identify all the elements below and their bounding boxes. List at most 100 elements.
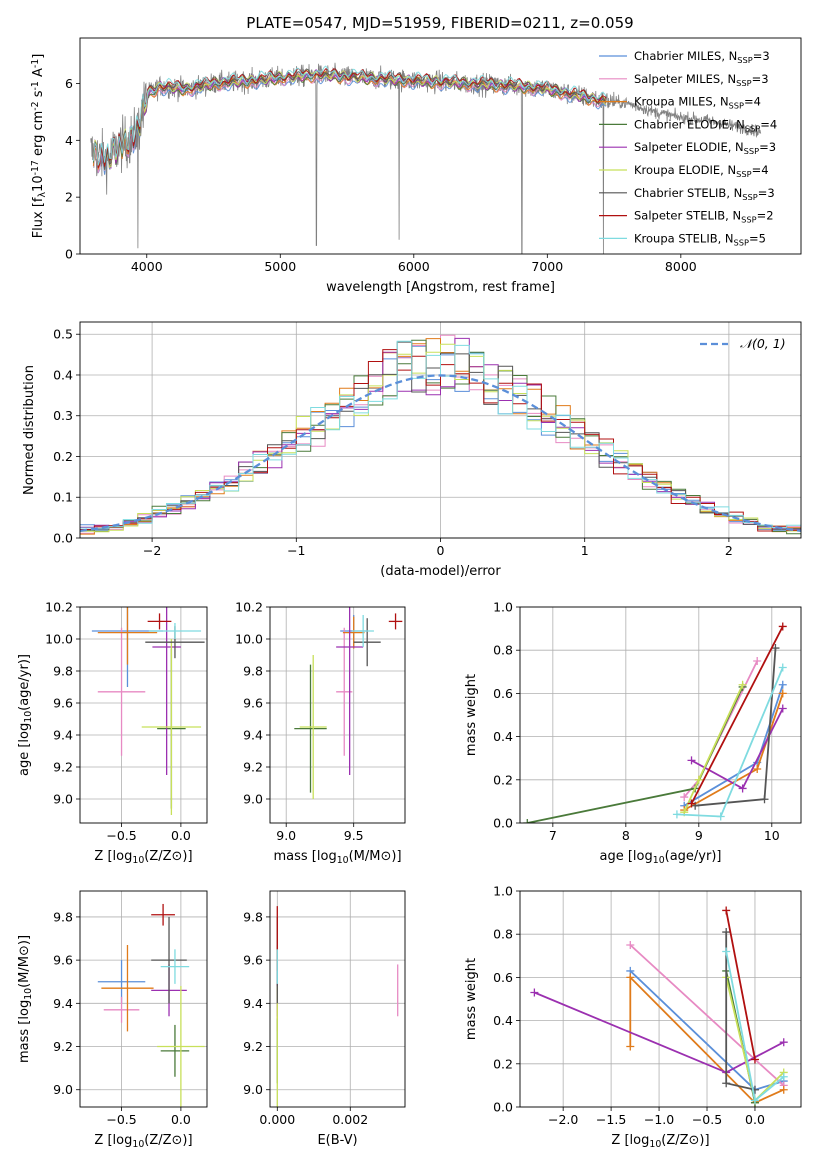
label-part: SSP [729,101,744,111]
series-marker [687,799,696,808]
series-marker [738,784,747,793]
label-part: 10 [132,1139,144,1150]
plot-area [90,62,762,254]
errorbar-salpeter-elodie [336,607,364,775]
y-tick-label: 0.0 [493,1100,513,1115]
x-tick-label: −0.5 [692,1112,722,1127]
errorbar-salpeter-stelib [388,613,403,630]
model-spectrum-salpeter-stelib [92,67,607,169]
series-marker [687,756,696,765]
errorbar-kroupa-miles [101,945,154,1032]
label-part: SSP [744,146,759,156]
plot-area [80,334,801,535]
y-tick-label: 0.8 [493,643,513,658]
legend-entry: Kroupa ELODIE, NSSP=4 [634,163,769,179]
plot-area [523,622,787,823]
y-tick-label: 0.4 [493,1013,513,1028]
y-tick-label: 9.0 [243,792,263,807]
label-part: =3 [753,49,770,63]
series-kroupa-stelib [672,663,787,821]
x-tick-label: −1.0 [644,1112,674,1127]
series-marker [722,928,731,937]
label-part: log [17,723,32,743]
y-tick-label: 9.4 [53,996,73,1011]
x-tick-label: 7 [549,828,557,843]
label-part: 10 [649,1139,661,1150]
series-marker [722,1079,731,1088]
label-part: log [113,849,133,864]
y-tick-label: 9.0 [53,792,73,807]
y-tick-label: 9.4 [243,728,263,743]
label-part: SSP [734,237,749,247]
normal-reference-curve [80,374,801,533]
y-axis-label: mass [log10(M/M⊙)] [17,935,34,1063]
x-tick-label: 0.0 [745,1112,765,1127]
errorbar-kroupa-miles [342,616,365,649]
x-tick-label: 10 [764,828,780,843]
series-chabrier-elodie [523,682,747,823]
axes-frame [79,890,208,1108]
x-tick-label: 0 [437,543,445,558]
y-tick-label: 9.0 [53,1082,73,1097]
histogram-kroupa-elodie [80,343,801,533]
y-tick-label: 0.5 [53,327,73,342]
y-tick-label: 0.2 [493,1056,513,1071]
label-part: 10 [23,988,34,1000]
label-part: -17 [30,160,41,175]
figure-title: PLATE=0547, MJD=51959, FIBERID=0211, z=0… [246,14,633,32]
label-part: mass [ [17,1020,32,1063]
legend-entry: Salpeter STELIB, NSSP=2 [634,209,774,225]
x-tick-label: 5000 [264,259,296,274]
y-tick-label: 0.0 [53,531,73,546]
errorbar-kroupa-stelib [160,949,190,984]
errorbar-salpeter-miles [97,627,146,756]
errorbar-salpeter-elodie [152,607,181,775]
series-salpeter-stelib [722,906,759,1064]
series-marker [626,973,635,982]
y-tick-label: 4 [65,133,73,148]
label-part: wavelength [Angstrom, rest frame] [326,280,555,295]
x-tick-label: 1 [581,543,589,558]
y-tick-label: 0.1 [53,490,73,505]
y-tick-label: 0.6 [493,970,513,985]
y-tick-label: 1.0 [493,600,513,615]
label-part: -1 [30,59,41,68]
label-part: λ [37,191,48,197]
label-part: (Z/Z⊙)] [144,849,192,864]
y-tick-label: 0.4 [53,367,73,382]
label-part: Chabrier ELODIE, N [634,117,745,131]
label-part: =3 [758,186,775,200]
label-part: =3 [752,72,769,86]
label-part: SSP [741,215,756,225]
x-tick-label: 0.000 [259,1112,295,1127]
series-marker [778,622,787,631]
panel-residual-histogram: −2 −1 0 1 2 0.0 0.1 0.2 0.3 0.4 0.5 (data-model)/er… [22,321,802,579]
label-part: 10 [23,711,34,723]
series-marker [771,644,780,653]
x-axis-label: Z [log10(Z/Z⊙)] [94,849,192,866]
series-marker [779,1072,788,1081]
model-spectrum-chabrier-stelib [92,68,607,170]
x-tick-label: 0.0 [171,828,191,843]
label-part: log [317,849,337,864]
label-part: -1 [30,81,41,90]
label-part: s [31,90,46,101]
label-part: Chabrier MILES, N [634,49,737,63]
label-part: age [ [17,743,32,776]
errorbar-chabrier-stelib [353,618,381,667]
x-tick-label: 2 [725,543,733,558]
y-tick-label: 9.6 [53,696,73,711]
label-part: Z [ [611,1133,629,1148]
series-line [725,910,756,1060]
series-marker [716,812,725,821]
label-part: (age/yr)] [665,849,722,864]
panel-mass-vs-ebv: 0.000 0.002 9.0 9.2 9.4 9.6 9.8 E(B-V) [243,890,406,1148]
legend-entry: Chabrier ELODIE, NSSP=4 [634,117,777,133]
label-part: (age/yr)] [17,654,32,711]
x-tick-label: −0.5 [106,1112,136,1127]
y-tick-label: 1.0 [493,884,513,899]
y-tick-label: 10.0 [235,632,263,647]
label-part: =4 [760,117,777,131]
label-part: SSP [737,55,752,65]
y-tick-label: 10.0 [45,632,73,647]
